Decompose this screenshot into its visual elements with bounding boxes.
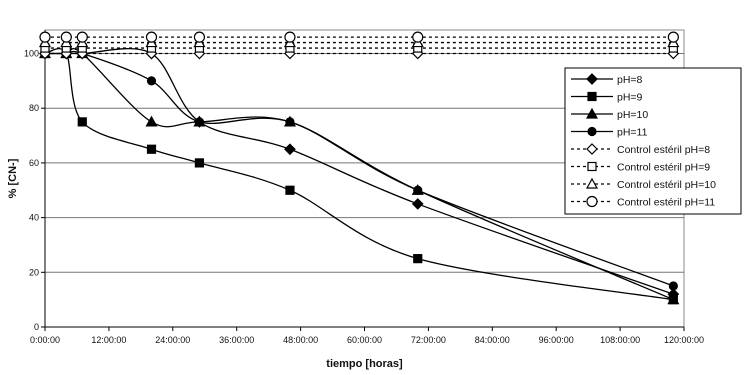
data-point: [413, 185, 423, 195]
legend-label: pH=8: [617, 74, 643, 86]
legend-marker: [587, 161, 597, 172]
legend-item: Control estéril pH=8: [571, 143, 710, 156]
legend: pH=8 pH=9 pH=10 pH=11 Control estéril pH=8 Co…: [564, 67, 742, 215]
data-point: [667, 293, 680, 305]
data-point: [668, 281, 678, 291]
legend-box: [564, 67, 742, 215]
series-7: [39, 31, 679, 43]
series-line: [45, 48, 674, 301]
legend-item: Control estéril pH=9: [571, 162, 710, 174]
y-tick-label: 0: [34, 322, 39, 332]
y-tick-label: 40: [29, 213, 39, 223]
legend-item: pH=10: [571, 107, 648, 121]
legend-label: pH=10: [617, 109, 648, 121]
x-tick-label: 12:00:00: [91, 335, 126, 345]
data-point: [194, 117, 205, 127]
x-tick-label: 120:00:00: [664, 335, 704, 345]
data-point: [194, 158, 205, 168]
y-tick-label: 60: [29, 158, 39, 168]
data-point: [193, 31, 206, 43]
x-tick-label: 48:00:00: [283, 335, 318, 345]
data-point: [411, 198, 424, 210]
data-point: [285, 117, 295, 127]
legend-item: pH=9: [571, 92, 643, 104]
legend-marker: [585, 107, 599, 119]
x-tick-label: 24:00:00: [155, 335, 190, 345]
legend-marker: [586, 143, 598, 155]
legend-marker: [587, 91, 597, 102]
legend-label: pH=9: [617, 92, 643, 104]
legend-marker: [587, 126, 597, 137]
x-tick-label: 72:00:00: [411, 335, 446, 345]
legend-label: Control estéril pH=10: [617, 179, 716, 191]
x-tick-label: 0:00:00: [30, 335, 60, 345]
data-point: [77, 117, 87, 127]
x-tick-label: 108:00:00: [600, 335, 640, 345]
y-tick-label: 100: [24, 49, 39, 59]
data-point: [284, 31, 296, 43]
legend-label: Control estéril pH=11: [617, 197, 715, 209]
data-point: [146, 144, 157, 154]
legend-item: Control estéril pH=11: [571, 195, 715, 209]
data-point: [145, 115, 158, 127]
y-axis-title: % [CN-]: [7, 158, 19, 198]
x-tick-label: 96:00:00: [539, 335, 574, 345]
x-tick-label: 60:00:00: [347, 335, 382, 345]
data-point: [412, 31, 424, 43]
data-point: [145, 31, 158, 43]
data-point: [413, 254, 423, 264]
legend-marker: [585, 177, 599, 189]
legend-item: pH=11: [571, 127, 648, 139]
series-line: [44, 48, 674, 301]
legend-item: Control estéril pH=10: [571, 177, 716, 191]
x-axis-title: tiempo [horas]: [326, 358, 403, 370]
legend-marker: [586, 195, 598, 208]
data-point: [146, 76, 157, 86]
data-point: [60, 31, 72, 43]
x-tick-label: 84:00:00: [475, 335, 510, 345]
y-tick-label: 80: [29, 103, 39, 113]
data-point: [285, 185, 295, 195]
data-point: [284, 143, 296, 156]
series-layer: [38, 31, 680, 305]
data-point: [39, 31, 51, 43]
legend-marker: [586, 73, 598, 85]
legend-label: pH=11: [617, 127, 648, 139]
legend-label: Control estéril pH=8: [617, 144, 710, 156]
x-tick-label: 36:00:00: [219, 335, 254, 345]
y-tick-label: 20: [29, 267, 39, 277]
data-point: [667, 31, 679, 43]
data-point: [76, 31, 88, 43]
legend-item: pH=8: [571, 73, 643, 86]
series-line: [45, 50, 674, 287]
legend-label: Control estéril pH=9: [617, 162, 710, 174]
